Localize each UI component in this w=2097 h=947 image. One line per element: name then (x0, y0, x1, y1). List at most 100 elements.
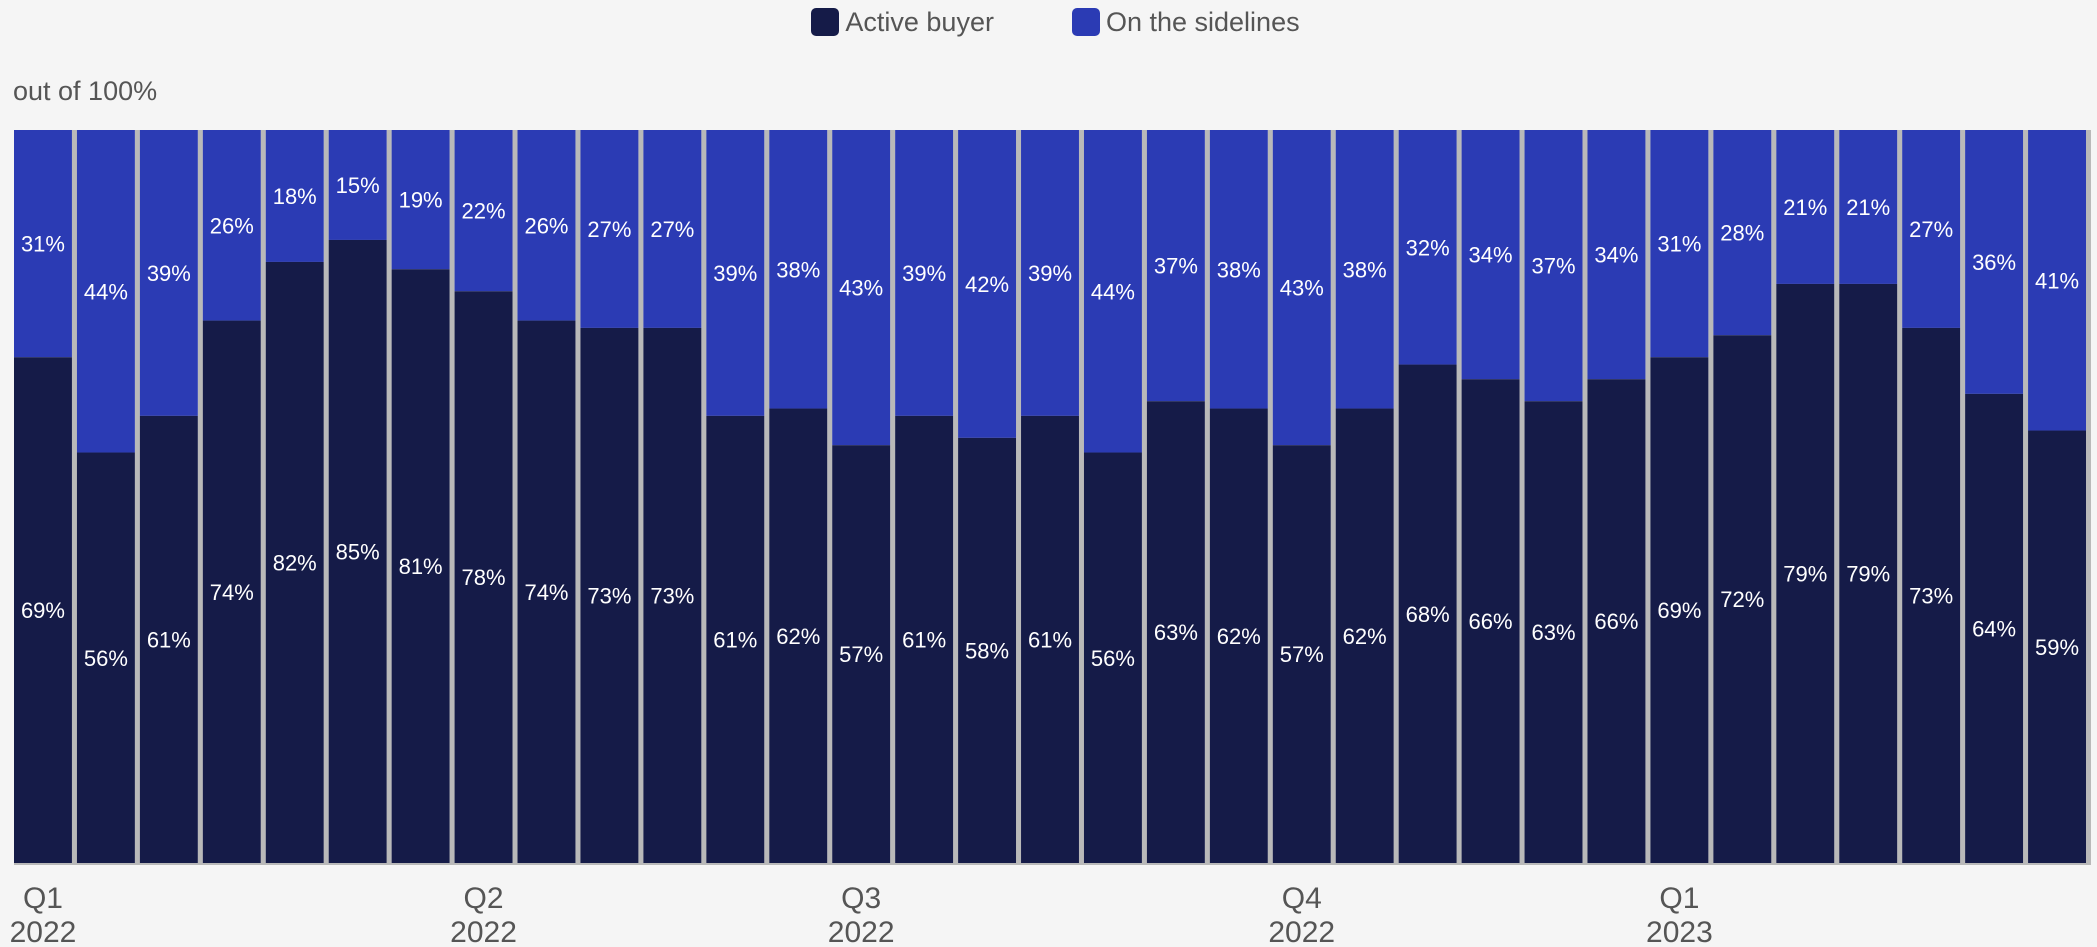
bar-segment-active-buyer (1776, 283, 1835, 863)
bar-segment-active-buyer (1524, 401, 1583, 863)
bar-segment-on-the-sidelines (832, 130, 891, 446)
bar-segment-on-the-sidelines (1650, 130, 1709, 358)
data-label-on-the-sidelines: 34% (1469, 243, 1513, 268)
bar-segment-active-buyer (1713, 335, 1772, 863)
bar-separator (323, 130, 329, 863)
bar-segment-on-the-sidelines (1021, 130, 1079, 416)
x-tick-label-quarter: Q2 (464, 882, 504, 915)
data-label-on-the-sidelines: 38% (1217, 257, 1261, 282)
data-label-active-buyer: 74% (524, 580, 568, 605)
data-label-on-the-sidelines: 19% (399, 188, 443, 213)
bar-segment-on-the-sidelines (895, 130, 954, 416)
bar-separator (134, 130, 140, 863)
bar-segment-active-buyer (1461, 379, 1520, 863)
data-label-active-buyer: 73% (650, 583, 694, 608)
bar-segment-active-buyer (1587, 379, 1646, 863)
data-label-active-buyer: 59% (2035, 635, 2079, 660)
chart-legend: Active buyer On the sidelines (0, 4, 2097, 40)
data-label-active-buyer: 58% (965, 638, 1009, 663)
data-label-on-the-sidelines: 44% (84, 279, 128, 304)
bar-segment-active-buyer (328, 239, 387, 863)
data-label-on-the-sidelines: 32% (1406, 235, 1450, 260)
x-tick-label-quarter: Q3 (841, 882, 881, 915)
bar-separator (890, 130, 896, 863)
bar-segment-active-buyer (1839, 283, 1898, 863)
legend-item-active-buyer[interactable]: Active buyer (811, 7, 994, 38)
bar-segment-active-buyer (1902, 327, 1961, 863)
data-label-on-the-sidelines: 38% (776, 257, 820, 282)
bar-labels-group: 31% 69% 44% 56% 39% 61% 26% 74% 18% 82% 15% 85% 19% 8… (21, 173, 2079, 671)
data-label-active-buyer: 68% (1406, 602, 1450, 627)
bar-segment-on-the-sidelines (1272, 130, 1331, 446)
legend-label-active-buyer: Active buyer (845, 6, 994, 37)
bar-separator (2023, 130, 2029, 863)
bar-segment-on-the-sidelines (202, 130, 261, 321)
data-label-on-the-sidelines: 28% (1720, 221, 1764, 246)
data-label-on-the-sidelines: 26% (210, 213, 254, 238)
x-tick-label-quarter: Q1 (1659, 882, 1699, 915)
data-label-on-the-sidelines: 27% (1909, 217, 1953, 242)
data-label-active-buyer: 85% (336, 539, 380, 564)
bar-segment-on-the-sidelines (517, 130, 576, 321)
data-label-active-buyer: 73% (587, 583, 631, 608)
data-label-on-the-sidelines: 39% (147, 261, 191, 286)
legend-swatch-on-the-sidelines (1071, 8, 1100, 36)
bar-segment-on-the-sidelines (1713, 130, 1772, 336)
x-tick-label-year: 2022 (1268, 916, 1335, 947)
bar-segment-active-buyer (643, 327, 702, 863)
bar-segment-active-buyer (1083, 452, 1142, 863)
bar-segment-active-buyer (1272, 445, 1331, 863)
bar-segment-on-the-sidelines (391, 130, 450, 270)
data-label-on-the-sidelines: 34% (1594, 243, 1638, 268)
bar-separator (449, 130, 455, 863)
data-label-active-buyer: 61% (902, 627, 946, 652)
bar-segment-on-the-sidelines (1965, 130, 2024, 394)
bar-segment-on-the-sidelines (1083, 130, 1142, 453)
bar-segment-on-the-sidelines (328, 130, 387, 240)
bar-separator (1708, 130, 1714, 863)
bar-segment-active-buyer (1335, 408, 1394, 863)
bar-segment-on-the-sidelines (769, 130, 828, 409)
data-label-on-the-sidelines: 41% (2035, 268, 2079, 293)
bar-segment-active-buyer (1650, 357, 1709, 863)
data-label-on-the-sidelines: 43% (839, 276, 883, 301)
data-label-on-the-sidelines: 31% (21, 232, 65, 257)
data-label-active-buyer: 72% (1720, 587, 1764, 612)
data-label-active-buyer: 56% (84, 646, 128, 671)
data-label-active-buyer: 81% (399, 554, 443, 579)
bar-separator (260, 130, 266, 863)
data-label-active-buyer: 64% (1972, 616, 2016, 641)
data-label-on-the-sidelines: 37% (1154, 254, 1198, 279)
bar-separator (701, 130, 707, 863)
data-label-active-buyer: 82% (273, 550, 317, 575)
bar-segment-active-buyer (769, 408, 828, 863)
data-label-active-buyer: 69% (1657, 598, 1701, 623)
bar-segment-on-the-sidelines (139, 130, 198, 416)
legend-item-on-the-sidelines[interactable]: On the sidelines (1071, 7, 1300, 38)
data-label-on-the-sidelines: 27% (650, 217, 694, 242)
bar-segment-on-the-sidelines (1902, 130, 1961, 328)
bar-segment-on-the-sidelines (76, 130, 135, 453)
data-label-on-the-sidelines: 18% (273, 184, 317, 209)
x-tick-label-year: 2023 (1646, 916, 1713, 947)
bar-segment-active-buyer (1021, 415, 1079, 863)
bar-separator (71, 130, 77, 863)
data-label-on-the-sidelines: 22% (462, 199, 506, 224)
bars-group (14, 130, 2091, 864)
bar-separator (1771, 130, 1777, 863)
bar-separator (1582, 130, 1588, 863)
data-label-on-the-sidelines: 31% (1657, 232, 1701, 257)
data-label-active-buyer: 79% (1783, 561, 1827, 586)
bar-separator (575, 130, 581, 863)
bar-separator (1267, 130, 1273, 863)
bar-segment-active-buyer (139, 415, 198, 863)
bar-separator (1141, 130, 1147, 863)
bar-segment-active-buyer (706, 415, 765, 863)
data-label-active-buyer: 66% (1594, 609, 1638, 634)
data-label-active-buyer: 56% (1091, 646, 1135, 671)
data-label-active-buyer: 74% (210, 580, 254, 605)
bar-separator (2086, 130, 2091, 863)
data-label-on-the-sidelines: 21% (1846, 195, 1890, 220)
